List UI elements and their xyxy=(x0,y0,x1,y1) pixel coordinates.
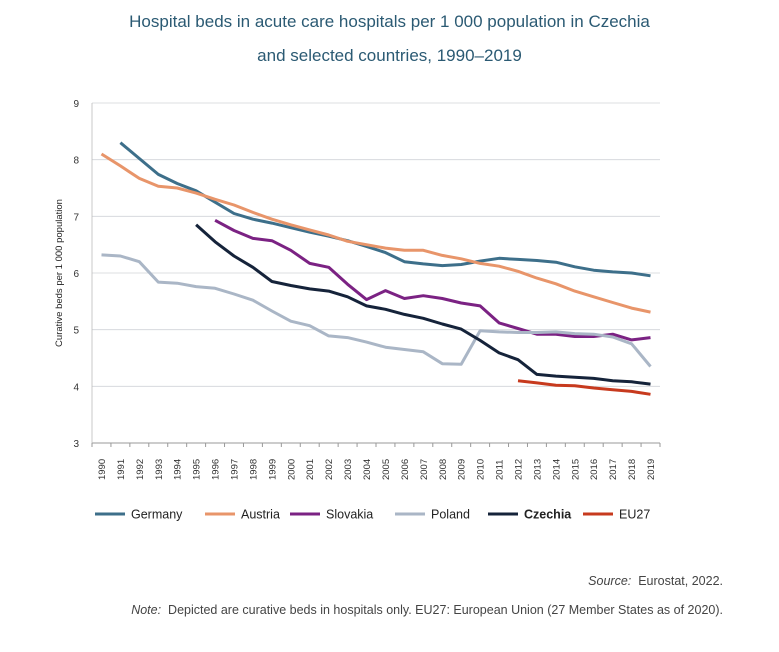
x-tick-label: 1999 xyxy=(267,459,278,480)
legend: Germany Austria Slovakia Poland Czechia EU27 xyxy=(95,508,650,522)
x-tick-label: 2015 xyxy=(570,459,581,480)
y-tick-label: 4 xyxy=(73,382,79,393)
x-tick-label: 2019 xyxy=(646,459,657,480)
x-tick-label: 2011 xyxy=(495,460,506,480)
x-tick-label: 1996 xyxy=(211,459,222,480)
x-tick-label: 2013 xyxy=(532,459,543,480)
line-chart: 3 4 5 6 7 8 9 1990 1991 1992 1993 1994 1995 1996 1997 1… xyxy=(54,99,661,522)
axis-layer: 3 4 5 6 7 8 9 1990 1991 1992 1993 1994 1995 1996 1997 1… xyxy=(54,99,661,480)
note-text: Depicted are curative beds in hospitals … xyxy=(168,603,723,617)
legend-label-czechia: Czechia xyxy=(524,508,572,522)
source-label: Source: xyxy=(588,574,632,588)
legend-label-eu27: EU27 xyxy=(619,508,650,522)
x-tick-label: 2000 xyxy=(286,459,297,480)
x-tick-label: 1998 xyxy=(248,459,259,480)
x-tick-label: 2006 xyxy=(400,459,411,480)
chart-title-line-1: Hospital beds in acute care hospitals pe… xyxy=(129,12,650,31)
series-line-eu27 xyxy=(517,379,651,396)
series-line-slovakia xyxy=(214,218,651,342)
y-tick-label: 9 xyxy=(73,99,79,110)
x-tick-label: 2007 xyxy=(419,459,430,480)
x-tick-label: 1990 xyxy=(97,459,108,480)
series-line-austria xyxy=(100,152,651,314)
x-tick-label: 2010 xyxy=(476,459,487,480)
x-tick-label: 1997 xyxy=(230,459,241,480)
x-tick-label: 2017 xyxy=(608,459,619,480)
series-line-poland xyxy=(101,253,652,368)
x-tick-label: 2004 xyxy=(362,459,373,480)
legend-label-austria: Austria xyxy=(241,508,280,522)
x-tick-label: 2016 xyxy=(589,459,600,480)
x-tick-label: 2003 xyxy=(343,459,354,480)
x-tick-label: 2002 xyxy=(324,459,335,480)
series-line-germany xyxy=(119,141,651,278)
x-tick-label: 2018 xyxy=(627,459,638,480)
y-axis-label: Curative beds per 1 000 population xyxy=(54,199,65,347)
source-note: Source: Eurostat, 2022. xyxy=(588,574,723,588)
legend-label-poland: Poland xyxy=(431,508,470,522)
source-text: Eurostat, 2022. xyxy=(638,574,723,588)
x-tick-label: 2012 xyxy=(514,459,525,480)
y-tick-label: 7 xyxy=(73,212,79,223)
y-tick-label: 6 xyxy=(73,269,79,280)
y-tick-label: 8 xyxy=(73,156,79,167)
legend-label-slovakia: Slovakia xyxy=(326,508,373,522)
legend-label-germany: Germany xyxy=(131,508,183,522)
y-tick-label: 3 xyxy=(73,439,79,450)
x-tick-label: 1994 xyxy=(173,459,184,480)
x-tick-label: 2008 xyxy=(438,459,449,480)
x-tick-label: 1992 xyxy=(135,459,146,480)
x-tick-label: 2014 xyxy=(551,459,562,480)
x-tick-label: 2001 xyxy=(305,459,316,480)
note-label: Note: xyxy=(131,603,162,617)
y-tick-label: 5 xyxy=(73,326,79,337)
x-tick-label: 1993 xyxy=(154,459,165,480)
x-tick-label: 2005 xyxy=(381,459,392,480)
x-tick-label: 1991 xyxy=(116,459,127,480)
x-tick-label: 1995 xyxy=(192,459,203,480)
series-line-czechia xyxy=(195,223,651,386)
footnote: Note: Depicted are curative beds in hosp… xyxy=(131,603,723,617)
x-tick-label: 2009 xyxy=(457,459,468,480)
series-layer xyxy=(100,141,652,396)
chart-title-line-2: and selected countries, 1990–2019 xyxy=(257,46,522,65)
